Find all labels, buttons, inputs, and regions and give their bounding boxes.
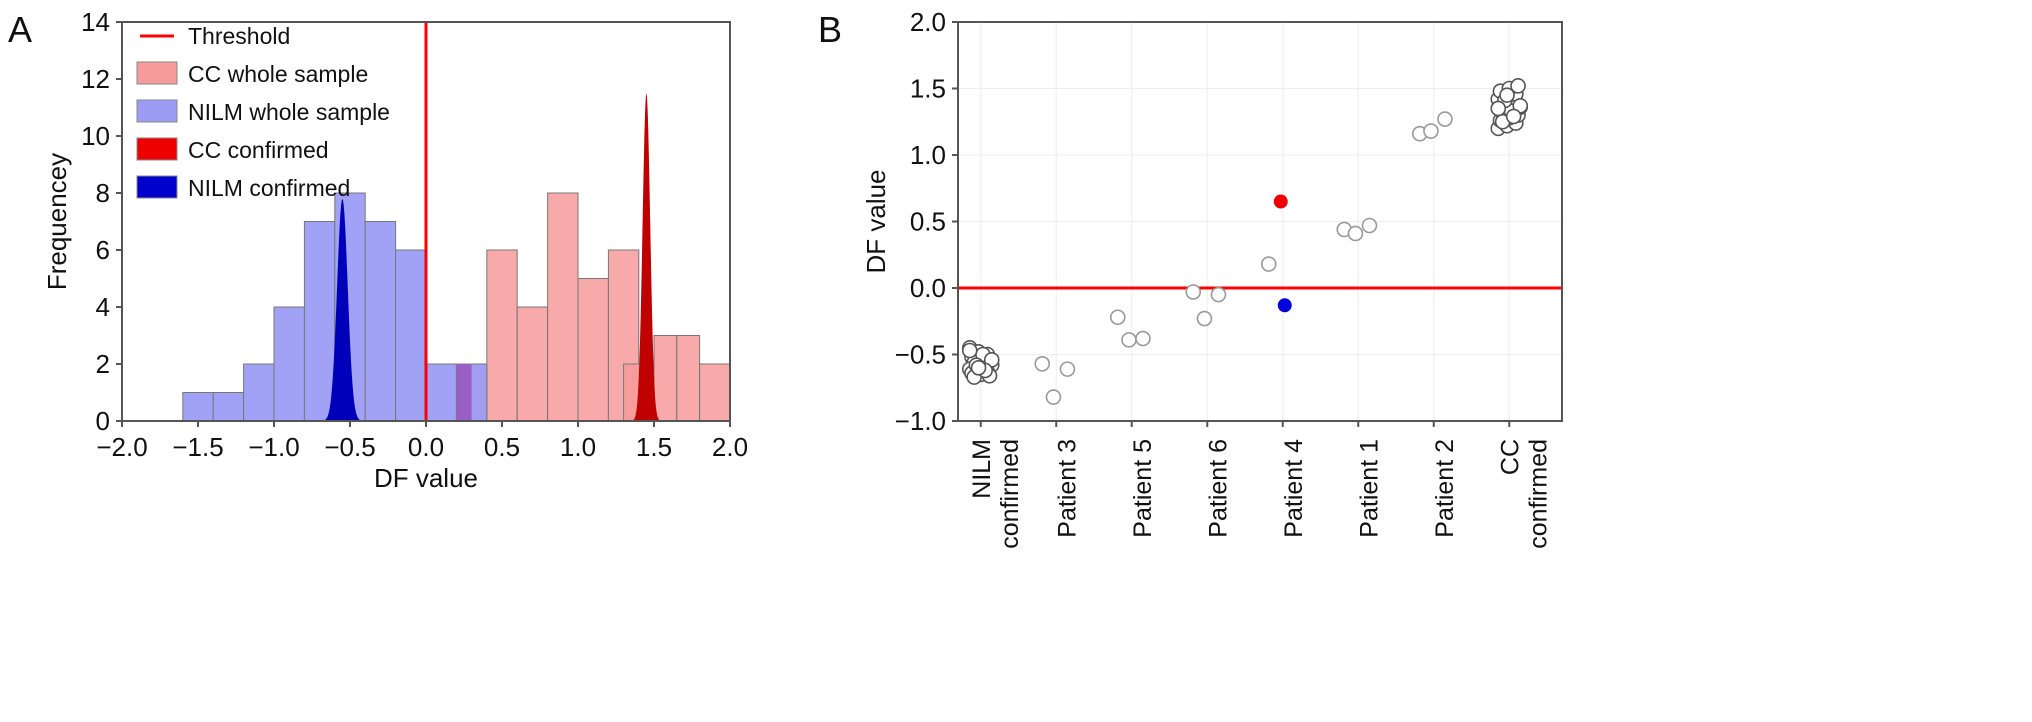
data-point [1185,284,1202,300]
data-point [970,359,987,376]
y-tick-label: 0.5 [910,207,946,237]
legend-swatch [136,99,178,123]
x-tick-label: confirmed [1524,439,1552,549]
histogram-bar [699,363,731,422]
data-point [1210,286,1227,303]
data-point [1499,87,1515,103]
x-axis-label: DF value [374,463,478,493]
y-tick-label: 2.0 [910,7,946,37]
x-tick-label: 1.0 [560,432,596,462]
panel-label: B [818,9,842,50]
x-tick-label: Patient 2 [1431,439,1459,538]
data-point [1135,330,1151,347]
y-tick-label: −1.0 [895,406,946,436]
y-axis-label: Frequencey [42,153,72,290]
legend-label: NILM confirmed [188,175,350,201]
y-tick-label: 0 [96,406,110,436]
data-point [1196,310,1213,327]
histogram-bar [364,221,397,422]
x-tick-label: −1.0 [248,432,299,462]
histogram-bar [425,363,457,422]
data-point [1437,111,1453,127]
x-tick-label: 0.5 [484,432,520,462]
highlight-point [1277,298,1292,313]
histogram-bar [303,221,336,422]
data-point [1260,256,1277,272]
histogram-bar [212,392,245,422]
y-tick-label: −0.5 [895,340,946,370]
histogram-bar [577,278,609,422]
histogram-bar [182,392,214,422]
y-tick-label: 0.0 [910,273,946,303]
data-point [1034,356,1051,372]
plot-frame [957,21,1563,422]
y-tick-label: 1.5 [910,74,946,104]
y-tick-label: 14 [81,7,110,37]
histogram-bar [395,249,427,422]
legend-label: CC whole sample [188,61,368,87]
y-tick-label: 8 [96,178,110,208]
data-point [1361,217,1378,234]
data-point [1109,309,1126,326]
data-point [1059,361,1076,377]
y-axis-label: DF value [861,169,891,273]
y-tick-label: 2 [96,349,110,379]
x-tick-label: −2.0 [96,432,147,462]
panel-label: A [8,9,32,50]
histogram-bar [547,192,579,422]
data-point [961,342,978,359]
legend-swatch [136,175,178,199]
data-point [1505,108,1522,125]
panel-a-histogram: A −2.0 −1.5 −1.0 −0.5 0.0 0.5 1.0 1.5 2.0 0 2 4 6 8 10 1… [8,7,748,493]
histogram-bar [653,335,678,422]
data-point [1121,332,1137,348]
histogram-bar [486,249,518,422]
data-point [1490,100,1507,117]
overlap-bar [456,364,472,421]
x-tick-label: Patient 1 [1355,439,1383,538]
x-tick-label: 1.5 [636,432,672,462]
y-tick-label: 10 [81,121,110,151]
y-tick-label: 6 [96,235,110,265]
x-tick-label: 2.0 [712,432,748,462]
x-tick-label: Patient 4 [1280,439,1308,538]
histogram-bar [516,306,549,422]
confirmed-peak [321,198,364,421]
x-tick-label: −0.5 [324,432,375,462]
highlight-point [1273,194,1288,209]
x-tick-label: NILM [968,439,996,499]
data-point [1423,123,1439,139]
data-point [1347,225,1364,242]
y-tick-label: 1.0 [910,140,946,170]
histogram-bar [273,306,305,422]
data-point [1045,389,1062,405]
x-tick-label: Patient 6 [1204,439,1232,538]
histogram-bar [676,335,701,422]
data-point [1510,78,1526,94]
legend-swatch [136,137,178,161]
x-tick-label: confirmed [996,439,1024,549]
legend-label: CC confirmed [188,137,329,163]
y-tick-label: 12 [81,64,110,94]
legend-label: Threshold [188,23,290,49]
x-tick-label: Patient 5 [1129,439,1157,538]
legend-swatch [136,61,178,85]
histogram-bar [243,363,275,422]
legend-label: NILM whole sample [188,99,390,125]
x-tick-label: CC [1496,439,1524,475]
x-tick-label: 0.0 [408,432,444,462]
x-tick-label: −1.5 [172,432,223,462]
x-tick-label: Patient 3 [1053,439,1081,538]
y-tick-label: 4 [96,292,110,322]
confirmed-peak [631,93,662,421]
